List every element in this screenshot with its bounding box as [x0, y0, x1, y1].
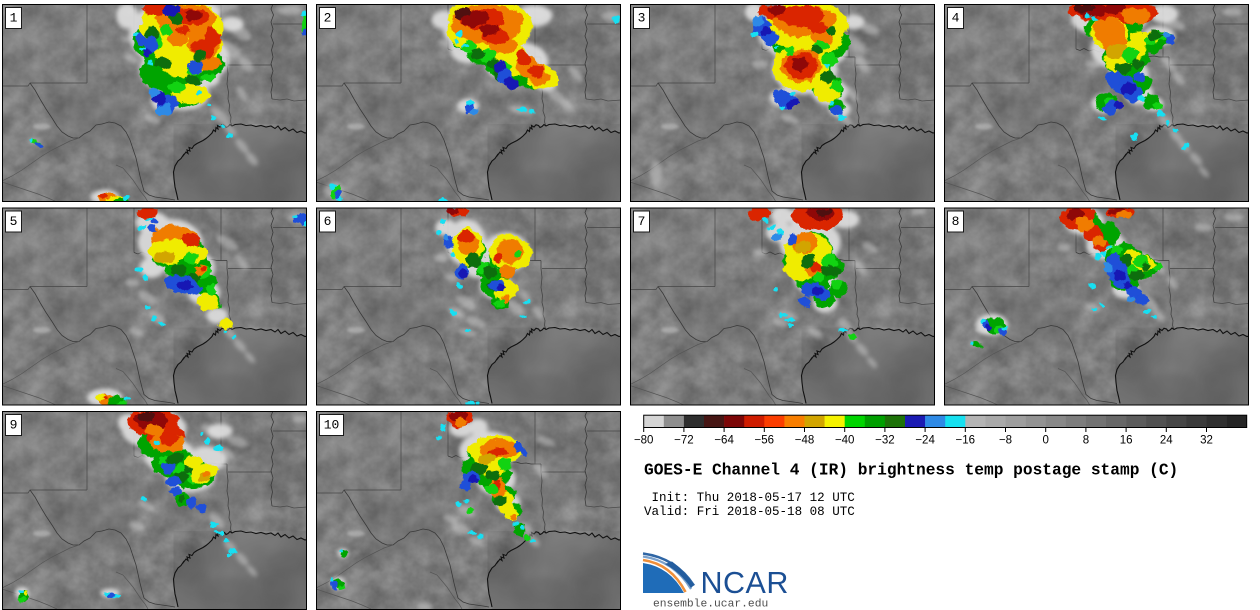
svg-text:10: 10: [324, 418, 340, 433]
svg-text:3: 3: [638, 11, 646, 26]
svg-text:ensemble.ucar.edu: ensemble.ucar.edu: [653, 599, 768, 610]
svg-text:16: 16: [1120, 435, 1133, 447]
svg-text:0: 0: [1042, 435, 1048, 447]
svg-text:−24: −24: [915, 435, 935, 447]
svg-text:24: 24: [1160, 435, 1173, 447]
svg-text:−64: −64: [714, 435, 734, 447]
svg-text:−32: −32: [875, 435, 895, 447]
svg-text:8: 8: [952, 214, 960, 229]
svg-text:32: 32: [1200, 435, 1213, 447]
svg-text:Init: Thu 2018-05-17 12 UTC: Init: Thu 2018-05-17 12 UTC: [652, 491, 855, 505]
svg-text:Valid: Fri 2018-05-18 08 UTC: Valid: Fri 2018-05-18 08 UTC: [644, 505, 855, 519]
svg-text:5: 5: [10, 214, 18, 229]
svg-text:−40: −40: [835, 435, 855, 447]
svg-text:6: 6: [324, 214, 332, 229]
svg-text:9: 9: [10, 418, 18, 433]
svg-text:GOES-E Channel 4 (IR) brightne: GOES-E Channel 4 (IR) brightness temp po…: [644, 462, 1178, 480]
svg-text:NCAR: NCAR: [701, 566, 789, 600]
svg-text:−16: −16: [956, 435, 976, 447]
svg-text:8: 8: [1083, 435, 1089, 447]
svg-text:−48: −48: [795, 435, 815, 447]
svg-text:−80: −80: [634, 435, 654, 447]
svg-text:2: 2: [324, 11, 332, 26]
svg-text:−72: −72: [674, 435, 694, 447]
svg-text:4: 4: [952, 11, 960, 26]
svg-text:−8: −8: [999, 435, 1012, 447]
svg-text:1: 1: [10, 11, 18, 26]
svg-text:−56: −56: [755, 435, 775, 447]
svg-text:7: 7: [638, 214, 646, 229]
